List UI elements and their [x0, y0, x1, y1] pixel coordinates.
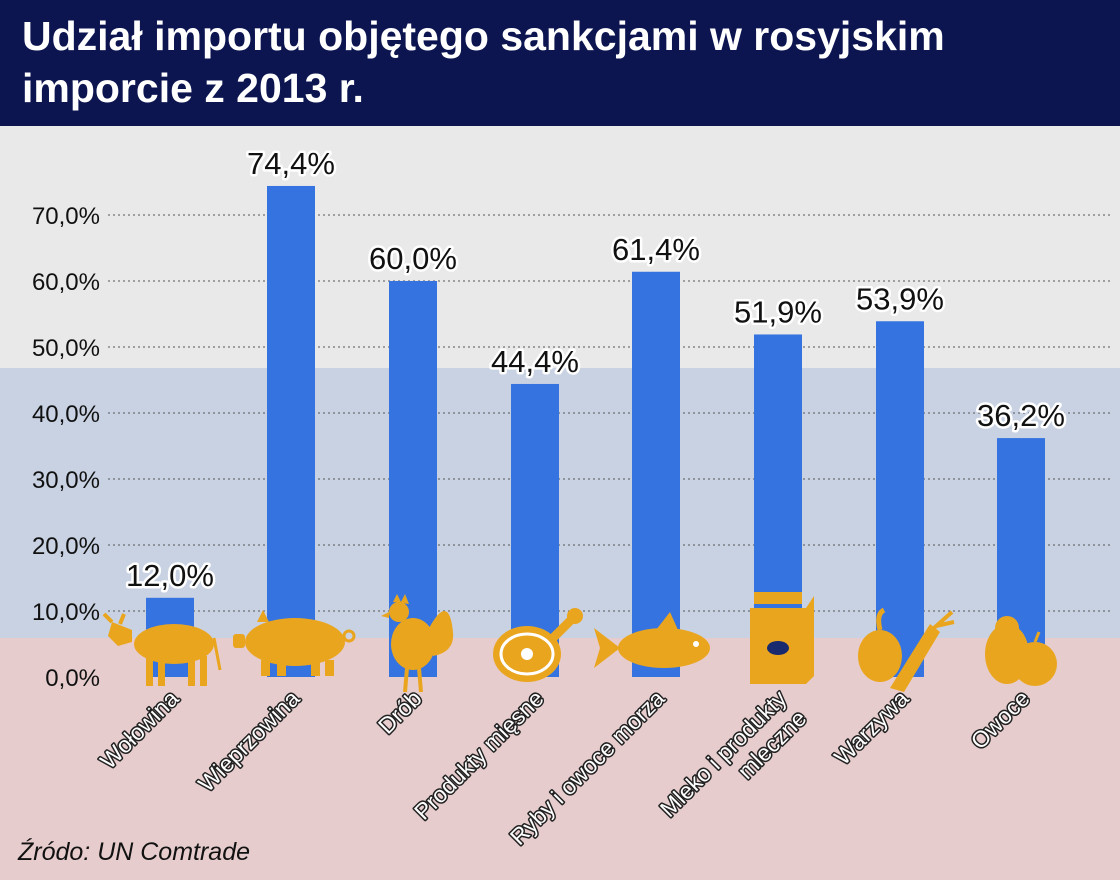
data-label: 74,4% — [247, 146, 335, 181]
y-tick-label: 20,0% — [32, 533, 100, 560]
chart-title: Udział importu objętego sankcjami w rosy… — [22, 13, 945, 111]
data-labels: 12,0% 74,4% 60,0% 44,4% 61,4% 51,9% 53,9% 36,2% — [124, 143, 1068, 595]
source-note: Źródo: UN Comtrade — [18, 838, 251, 866]
x-tick-label-line: Produkty mięsne — [409, 685, 549, 825]
data-label: 60,0% — [369, 241, 457, 276]
fruit-icon — [985, 616, 1057, 686]
y-tick-label: 50,0% — [32, 335, 100, 362]
data-label: 53,9% — [856, 281, 944, 316]
cow-icon — [102, 612, 222, 686]
fish-icon — [594, 612, 710, 668]
y-axis: 0,0% 10,0% 20,0% 30,0% 40,0% 50,0% 60,0% 70,0% — [32, 203, 100, 692]
category-icons — [102, 592, 1057, 693]
x-tick-label: Owoce — [964, 684, 1036, 756]
flag-white-band — [0, 126, 1120, 368]
x-tick-label-line: Owoce — [966, 685, 1035, 754]
y-tick-label: 70,0% — [32, 203, 100, 230]
data-label: 44,4% — [491, 344, 579, 379]
grid-lines — [108, 214, 1110, 612]
x-tick-label: Drób — [371, 684, 428, 741]
x-tick-label-line: Wołowina — [95, 685, 184, 774]
bars — [146, 185, 1045, 677]
rooster-icon — [381, 594, 454, 693]
data-label: 36,2% — [977, 398, 1065, 433]
milk-carton-icon — [750, 592, 814, 684]
bar — [876, 321, 924, 677]
x-tick-label: Warzywa — [827, 684, 915, 772]
vegetables-icon — [858, 607, 955, 692]
y-tick-label: 0,0% — [45, 665, 100, 692]
pig-icon — [233, 610, 356, 676]
data-label: 61,4% — [612, 232, 700, 267]
data-label: 12,0% — [126, 558, 214, 593]
y-tick-label: 40,0% — [32, 401, 100, 428]
x-tick-label: Wołowina — [93, 684, 185, 776]
x-tick-label-line: Wieprzowina — [193, 685, 305, 797]
data-label: 51,9% — [734, 294, 822, 329]
y-tick-label: 60,0% — [32, 269, 100, 296]
flag-red-band — [0, 638, 1120, 880]
header-bar: Udział importu objętego sankcjami w rosy… — [0, 0, 1120, 126]
ham-icon — [493, 608, 583, 682]
x-tick-label: Produkty mięsne — [408, 684, 551, 827]
x-tick-label: Wieprzowina — [192, 684, 307, 799]
y-tick-label: 10,0% — [32, 599, 100, 626]
bar — [632, 271, 680, 677]
bar — [267, 185, 315, 677]
x-tick-label-line: Warzywa — [829, 685, 914, 770]
x-tick-label-line: Drób — [373, 685, 427, 739]
y-tick-label: 30,0% — [32, 467, 100, 494]
